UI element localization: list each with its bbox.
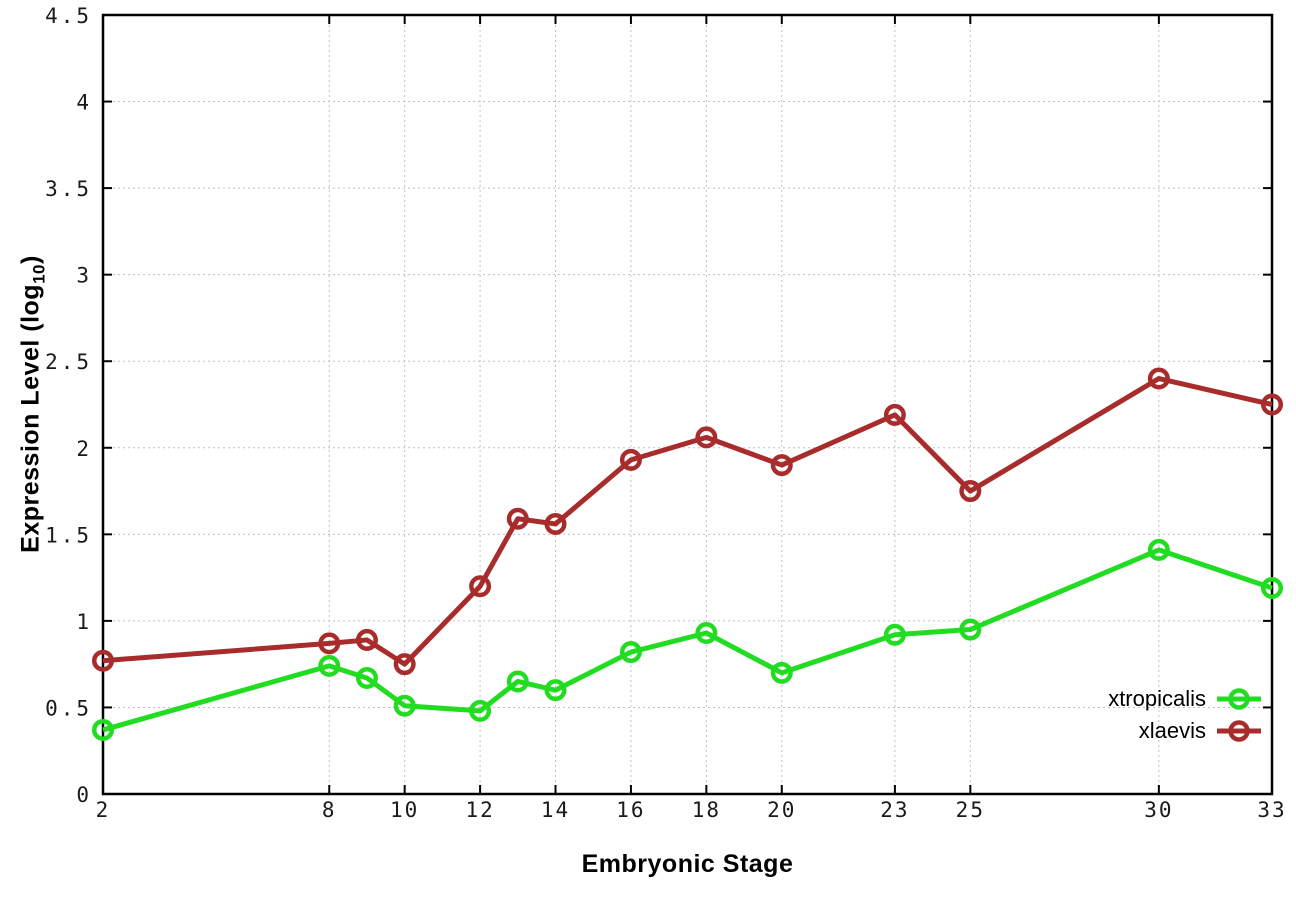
- line-circle-marker-icon: [1217, 720, 1261, 742]
- line-circle-marker-icon: [1217, 688, 1261, 710]
- y-tick-label: 2: [76, 437, 92, 461]
- data-point-marker-xtropicalis: [318, 654, 341, 677]
- data-point-marker-xlaevis: [883, 403, 906, 426]
- y-axis-title: Expression Level (log10): [17, 255, 50, 553]
- data-point-marker-xlaevis: [619, 448, 642, 471]
- y-tick-label: 2.5: [45, 350, 92, 374]
- data-point-marker-xlaevis: [770, 454, 793, 477]
- legend: xtropicalis xlaevis: [1108, 686, 1262, 744]
- legend-item-xlaevis: xlaevis: [1139, 718, 1262, 744]
- x-tick-label: 23: [880, 798, 909, 822]
- y-tick-label: 4: [76, 91, 92, 115]
- legend-item-xtropicalis: xtropicalis: [1108, 686, 1262, 712]
- y-tick-label: 3.5: [45, 177, 92, 201]
- x-tick-label: 18: [692, 798, 721, 822]
- y-axis-title-subscript: 10: [29, 263, 49, 284]
- y-tick-label: 3: [76, 264, 92, 288]
- data-point-marker-xtropicalis: [695, 622, 718, 645]
- x-tick-label: 2: [96, 798, 111, 822]
- x-tick-label: 20: [767, 798, 796, 822]
- x-tick-label: 33: [1257, 798, 1286, 822]
- data-point-marker-xtropicalis: [1147, 538, 1170, 561]
- data-point-marker-xtropicalis: [393, 694, 416, 717]
- x-tick-label: 12: [465, 798, 494, 822]
- data-point-marker-xtropicalis: [506, 670, 529, 693]
- y-tick-label: 4.5: [45, 4, 92, 28]
- x-tick-label: 10: [390, 798, 419, 822]
- data-point-marker-xlaevis: [959, 480, 982, 503]
- legend-label: xtropicalis: [1108, 686, 1206, 711]
- data-point-marker-xtropicalis: [544, 679, 567, 702]
- data-point-marker-xlaevis: [393, 653, 416, 676]
- y-axis-title-text: Expression Level (log: [16, 283, 45, 553]
- data-point-marker-xtropicalis: [92, 718, 114, 741]
- y-axis-title-suffix: ): [16, 255, 45, 264]
- data-point-marker-xtropicalis: [469, 699, 492, 722]
- data-point-marker-xlaevis: [355, 628, 378, 651]
- data-point-marker-xtropicalis: [770, 661, 793, 684]
- data-point-marker-xlaevis: [469, 575, 492, 598]
- y-tick-label: 1: [76, 610, 92, 634]
- data-point-marker-xlaevis: [695, 426, 718, 449]
- data-point-marker-xtropicalis: [959, 618, 982, 641]
- data-point-marker-xlaevis: [1147, 367, 1170, 390]
- data-point-marker-xtropicalis: [1261, 576, 1283, 599]
- data-point-marker-xlaevis: [544, 512, 567, 535]
- x-tick-label: 25: [956, 798, 985, 822]
- x-tick-label: 14: [541, 798, 570, 822]
- x-tick-label: 16: [616, 798, 645, 822]
- x-tick-label: 8: [322, 798, 337, 822]
- data-point-marker-xtropicalis: [883, 623, 906, 646]
- data-point-marker-xtropicalis: [619, 641, 642, 664]
- x-axis-title: Embryonic Stage: [581, 850, 794, 878]
- y-tick-label: 0.5: [45, 696, 92, 720]
- data-point-marker-xtropicalis: [355, 667, 378, 690]
- data-point-marker-xlaevis: [1261, 393, 1283, 416]
- y-tick-label: 0: [76, 783, 92, 807]
- x-tick-label: 30: [1144, 798, 1173, 822]
- legend-label: xlaevis: [1138, 718, 1206, 743]
- data-point-marker-xlaevis: [92, 649, 114, 672]
- data-point-marker-xlaevis: [318, 632, 341, 655]
- data-point-marker-xlaevis: [506, 507, 529, 530]
- y-tick-label: 1.5: [45, 523, 92, 547]
